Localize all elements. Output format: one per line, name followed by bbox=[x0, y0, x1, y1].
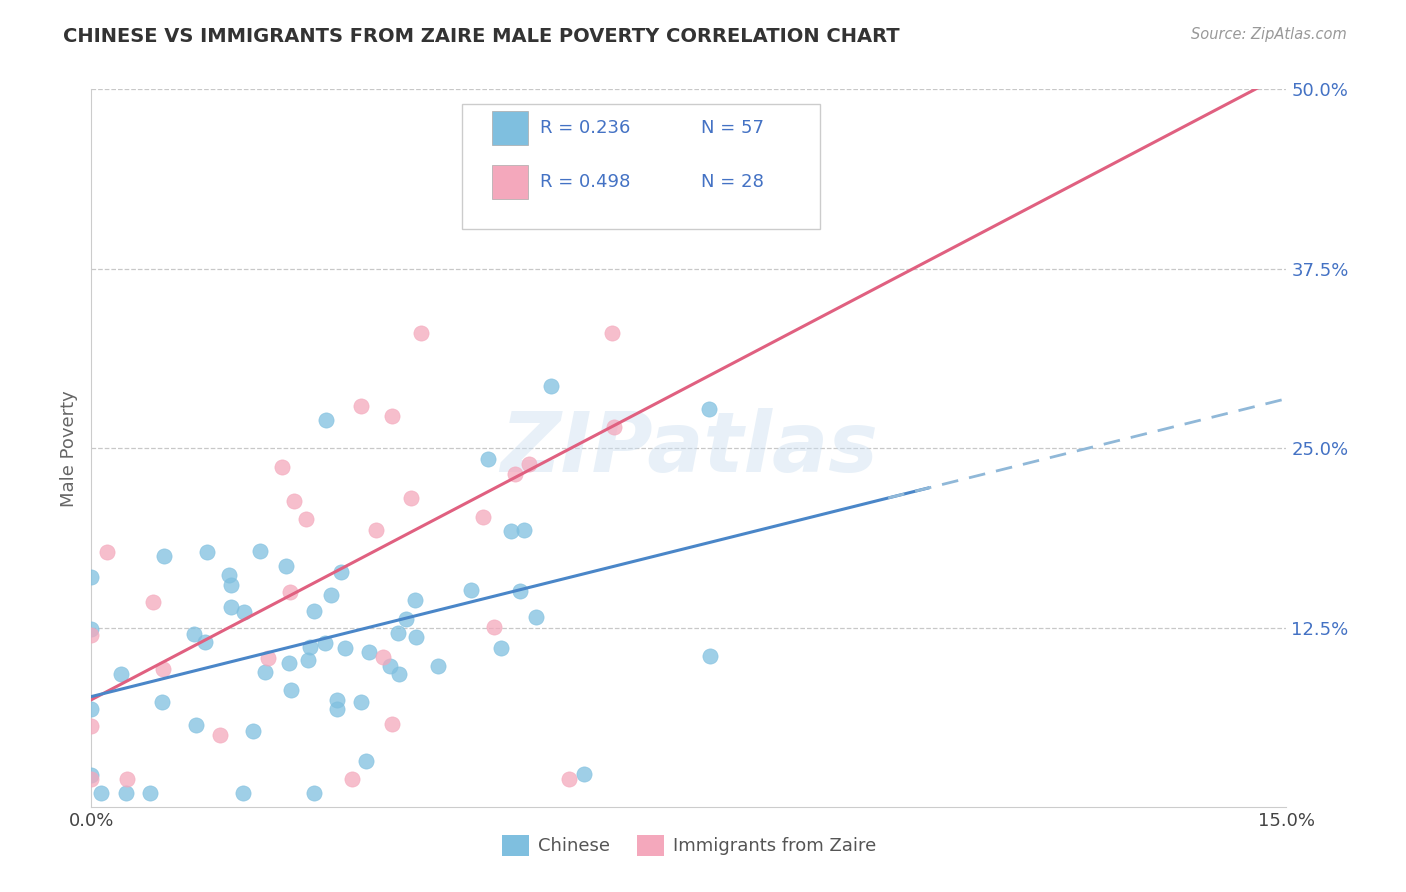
Point bbox=[271, 460, 294, 475]
Point bbox=[142, 595, 165, 609]
Point bbox=[183, 627, 205, 641]
Text: Source: ZipAtlas.com: Source: ZipAtlas.com bbox=[1191, 27, 1347, 42]
Bar bbox=[492, 165, 527, 199]
Y-axis label: Male Poverty: Male Poverty bbox=[59, 390, 77, 507]
Point bbox=[219, 599, 242, 614]
Point bbox=[371, 649, 394, 664]
Point bbox=[405, 630, 427, 644]
Point bbox=[138, 786, 160, 800]
Point bbox=[80, 623, 103, 637]
Point bbox=[350, 399, 373, 413]
Point bbox=[411, 326, 433, 340]
Point bbox=[152, 662, 174, 676]
Point bbox=[357, 645, 380, 659]
Point bbox=[381, 717, 404, 731]
Point bbox=[509, 584, 531, 599]
Point bbox=[499, 524, 522, 538]
Point bbox=[80, 628, 103, 642]
Text: N = 57: N = 57 bbox=[700, 119, 763, 137]
Point bbox=[477, 452, 499, 467]
Point bbox=[356, 754, 378, 768]
Text: R = 0.236: R = 0.236 bbox=[540, 119, 630, 137]
Point bbox=[283, 493, 305, 508]
Point bbox=[404, 593, 426, 607]
Text: ZIPatlas: ZIPatlas bbox=[501, 408, 877, 489]
Point bbox=[80, 772, 103, 786]
Point bbox=[524, 610, 547, 624]
Point bbox=[80, 719, 103, 733]
Point bbox=[399, 491, 422, 506]
Point bbox=[540, 378, 562, 392]
Point bbox=[304, 604, 326, 618]
Point bbox=[335, 641, 357, 656]
Point bbox=[491, 641, 513, 656]
Point bbox=[558, 772, 581, 786]
Point bbox=[302, 786, 325, 800]
Point bbox=[115, 786, 138, 800]
Point bbox=[572, 766, 595, 780]
Point bbox=[297, 653, 319, 667]
Point bbox=[460, 583, 482, 598]
Point bbox=[209, 728, 232, 742]
Point bbox=[319, 588, 342, 602]
Point bbox=[80, 570, 103, 584]
Point bbox=[366, 523, 388, 537]
Text: CHINESE VS IMMIGRANTS FROM ZAIRE MALE POVERTY CORRELATION CHART: CHINESE VS IMMIGRANTS FROM ZAIRE MALE PO… bbox=[63, 27, 900, 45]
Point bbox=[110, 667, 132, 681]
Point bbox=[274, 558, 297, 573]
Point bbox=[80, 768, 103, 782]
Point bbox=[253, 665, 276, 680]
Point bbox=[758, 169, 780, 183]
Point bbox=[280, 683, 302, 698]
Point bbox=[482, 619, 505, 633]
Point bbox=[195, 545, 218, 559]
Bar bbox=[492, 111, 527, 145]
Point bbox=[278, 657, 301, 671]
Point bbox=[350, 695, 373, 709]
Point bbox=[427, 659, 450, 673]
Point bbox=[150, 695, 173, 709]
Point bbox=[295, 512, 318, 526]
Point bbox=[513, 523, 536, 537]
Point bbox=[232, 605, 254, 619]
Point bbox=[221, 578, 243, 592]
Point bbox=[603, 419, 626, 434]
Point bbox=[232, 786, 254, 800]
Point bbox=[96, 545, 118, 559]
Point bbox=[218, 567, 240, 582]
Point bbox=[153, 549, 176, 563]
Point bbox=[194, 635, 217, 649]
Point bbox=[80, 702, 103, 716]
Point bbox=[278, 585, 301, 599]
Point bbox=[326, 701, 349, 715]
Point bbox=[117, 772, 139, 786]
Point bbox=[298, 640, 321, 654]
Point bbox=[505, 467, 527, 482]
Text: R = 0.498: R = 0.498 bbox=[540, 173, 630, 191]
Point bbox=[517, 458, 540, 472]
Point bbox=[472, 510, 495, 524]
Point bbox=[242, 723, 264, 738]
Point bbox=[600, 326, 623, 341]
Text: N = 28: N = 28 bbox=[700, 173, 763, 191]
Legend: Chinese, Immigrants from Zaire: Chinese, Immigrants from Zaire bbox=[495, 828, 883, 863]
Point bbox=[184, 718, 207, 732]
Point bbox=[381, 409, 404, 424]
Point bbox=[257, 651, 280, 665]
Point bbox=[326, 692, 349, 706]
Point bbox=[249, 544, 271, 558]
Point bbox=[315, 412, 337, 426]
Point bbox=[90, 786, 112, 800]
Point bbox=[697, 402, 720, 417]
Point bbox=[330, 565, 353, 579]
FancyBboxPatch shape bbox=[461, 103, 821, 229]
Point bbox=[395, 612, 418, 626]
Point bbox=[314, 636, 336, 650]
Point bbox=[388, 667, 411, 681]
Point bbox=[387, 626, 409, 640]
Point bbox=[340, 772, 363, 786]
Point bbox=[378, 659, 401, 673]
Point bbox=[699, 649, 721, 664]
